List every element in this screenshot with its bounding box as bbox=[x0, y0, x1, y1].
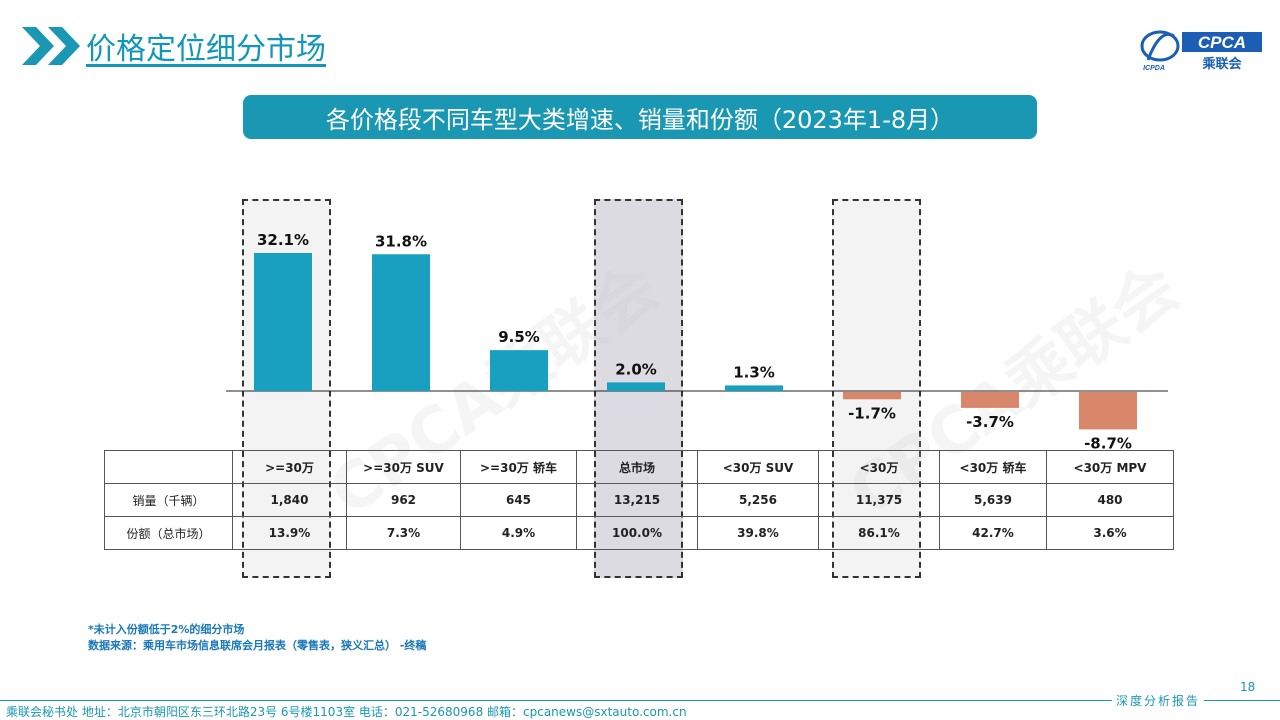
row-label-share: 份额（总市场） bbox=[104, 516, 233, 550]
table-cell: 5,639 bbox=[939, 483, 1047, 517]
cpca-logo: CPCA 乘联会 ICPDA bbox=[1138, 24, 1268, 74]
data-label: -8.7% bbox=[1084, 434, 1132, 452]
bar bbox=[372, 254, 430, 391]
table-cell: 3.6% bbox=[1046, 516, 1174, 550]
footnote-line: *未计入份额低于2%的细分市场 bbox=[88, 623, 245, 636]
table-cell: 7.3% bbox=[346, 516, 461, 550]
footer-contact: 乘联会秘书处 地址：北京市朝阳区东三环北路23号 6号楼1103室 电话：021… bbox=[6, 705, 687, 719]
growth-bar-chart: 32.1% 31.8% 9.5% 2.0% 1.3% -1.7% -3.7% -8.7% bbox=[226, 231, 1168, 452]
chart-title-banner: 各价格段不同车型大类增速、销量和份额（2023年1-8月） bbox=[243, 95, 1037, 139]
data-label: -1.7% bbox=[848, 404, 896, 422]
table-cell: 11,375 bbox=[818, 483, 940, 517]
page-title: 价格定位细分市场 bbox=[86, 32, 326, 67]
table-header-cell: <30万 bbox=[818, 450, 940, 484]
row-label-sales: 销量（千辆） bbox=[104, 483, 233, 517]
bar bbox=[725, 385, 783, 391]
svg-text:乘联会: 乘联会 bbox=[1201, 56, 1242, 72]
data-label: 31.8% bbox=[375, 232, 427, 250]
bar bbox=[254, 252, 312, 391]
table-header-cell: 总市场 bbox=[576, 450, 698, 484]
data-label: 1.3% bbox=[733, 363, 775, 381]
footer-divider bbox=[0, 700, 1280, 701]
table-row-sales: 销量（千辆） 1,840 962 645 13,215 5,256 11,375… bbox=[104, 483, 1174, 517]
table-cell: 645 bbox=[460, 483, 577, 517]
table-cell: 4.9% bbox=[460, 516, 577, 550]
svg-text:CPCA: CPCA bbox=[1198, 33, 1246, 52]
table-header-cell: >=30万 轿车 bbox=[460, 450, 577, 484]
table-header-cell: >=30万 bbox=[232, 450, 347, 484]
bar bbox=[490, 350, 548, 391]
data-label: 9.5% bbox=[498, 328, 540, 346]
data-label: 2.0% bbox=[615, 360, 657, 378]
table-cell: 13,215 bbox=[576, 483, 698, 517]
bar bbox=[607, 382, 665, 391]
table-cell: 86.1% bbox=[818, 516, 940, 550]
page-number: 18 bbox=[1240, 680, 1256, 694]
table-cell: 39.8% bbox=[697, 516, 819, 550]
data-table: >=30万 >=30万 SUV >=30万 轿车 总市场 <30万 SUV <3… bbox=[104, 450, 1174, 550]
table-header-row: >=30万 >=30万 SUV >=30万 轿车 总市场 <30万 SUV <3… bbox=[104, 450, 1174, 484]
data-source-line: 数据来源：乘用车市场信息联席会月报表（零售表，狭义汇总） -终稿 bbox=[88, 639, 427, 652]
bar bbox=[961, 392, 1019, 408]
svg-text:ICPDA: ICPDA bbox=[1143, 65, 1165, 72]
table-cell: 962 bbox=[346, 483, 461, 517]
bar bbox=[1079, 392, 1137, 430]
table-header-cell: <30万 轿车 bbox=[939, 450, 1047, 484]
bar bbox=[843, 392, 901, 400]
table-header-cell: <30万 SUV bbox=[697, 450, 819, 484]
footnote: *未计入份额低于2%的细分市场 数据来源：乘用车市场信息联席会月报表（零售表，狭… bbox=[88, 622, 426, 654]
table-cell: 480 bbox=[1046, 483, 1174, 517]
table-header-cell: >=30万 SUV bbox=[346, 450, 461, 484]
data-label: -3.7% bbox=[966, 413, 1014, 431]
data-label: 32.1% bbox=[257, 231, 309, 249]
table-cell: 100.0% bbox=[576, 516, 698, 550]
table-row-share: 份额（总市场） 13.9% 7.3% 4.9% 100.0% 39.8% 86.… bbox=[104, 516, 1174, 550]
table-cell: 1,840 bbox=[232, 483, 347, 517]
report-label: 深度分析报告 bbox=[1112, 692, 1205, 709]
table-cell: 5,256 bbox=[697, 483, 819, 517]
table-header-cell: <30万 MPV bbox=[1046, 450, 1174, 484]
table-corner-cell bbox=[104, 450, 233, 484]
table-cell: 42.7% bbox=[939, 516, 1047, 550]
chevron-right-icon bbox=[22, 27, 80, 65]
table-cell: 13.9% bbox=[232, 516, 347, 550]
